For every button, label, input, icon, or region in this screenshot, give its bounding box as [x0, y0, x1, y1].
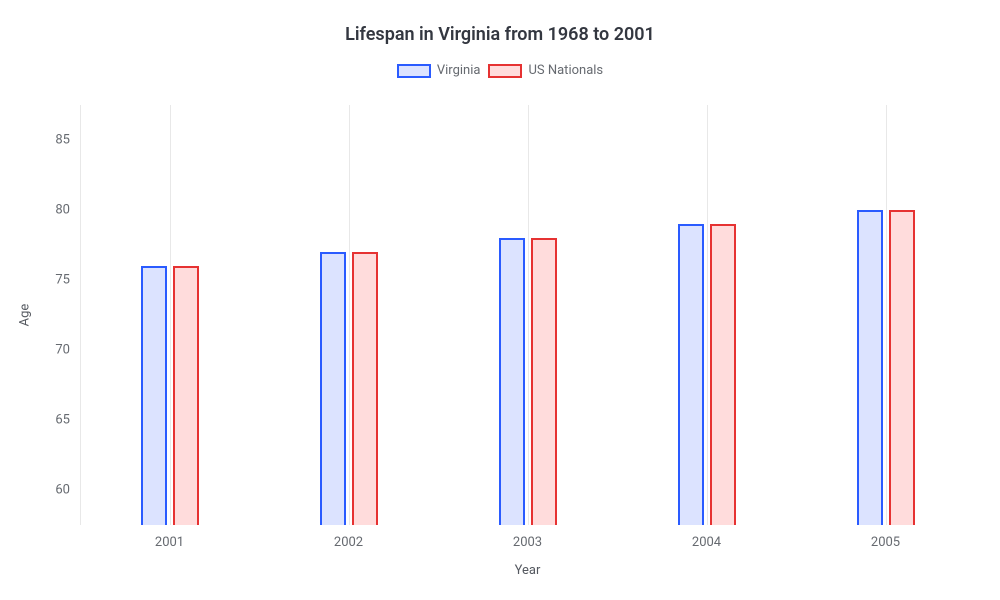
- y-tick-label: 60: [55, 483, 80, 498]
- gridline-vertical: [170, 105, 171, 525]
- bar[interactable]: [352, 252, 378, 525]
- gridline-vertical: [80, 105, 81, 525]
- gridline-vertical: [707, 105, 708, 525]
- plot-area: 60657075808520012002200320042005: [80, 105, 975, 525]
- x-tick-label: 2005: [871, 525, 900, 550]
- x-axis-label: Year: [515, 563, 541, 578]
- y-tick-label: 75: [55, 273, 80, 288]
- legend-item[interactable]: Virginia: [397, 63, 481, 78]
- bar[interactable]: [320, 252, 346, 525]
- x-tick-label: 2004: [692, 525, 721, 550]
- x-tick-label: 2002: [334, 525, 363, 550]
- bar[interactable]: [173, 266, 199, 525]
- y-tick-label: 70: [55, 343, 80, 358]
- gridline-vertical: [349, 105, 350, 525]
- bar[interactable]: [141, 266, 167, 525]
- legend-item[interactable]: US Nationals: [488, 63, 603, 78]
- bar[interactable]: [710, 224, 736, 525]
- y-tick-label: 65: [55, 413, 80, 428]
- legend-swatch: [397, 64, 431, 78]
- bar[interactable]: [531, 238, 557, 525]
- legend-label: US Nationals: [528, 63, 603, 78]
- y-axis-label: Age: [18, 304, 33, 327]
- bar[interactable]: [499, 238, 525, 525]
- x-tick-label: 2003: [513, 525, 542, 550]
- y-tick-label: 85: [55, 133, 80, 148]
- x-tick-label: 2001: [155, 525, 184, 550]
- chart-title: Lifespan in Virginia from 1968 to 2001: [0, 0, 1000, 45]
- legend-label: Virginia: [437, 63, 481, 78]
- bar[interactable]: [857, 210, 883, 525]
- legend: Virginia US Nationals: [0, 63, 1000, 78]
- legend-swatch: [488, 64, 522, 78]
- bar[interactable]: [889, 210, 915, 525]
- bar[interactable]: [678, 224, 704, 525]
- gridline-vertical: [886, 105, 887, 525]
- gridline-vertical: [528, 105, 529, 525]
- y-tick-label: 80: [55, 203, 80, 218]
